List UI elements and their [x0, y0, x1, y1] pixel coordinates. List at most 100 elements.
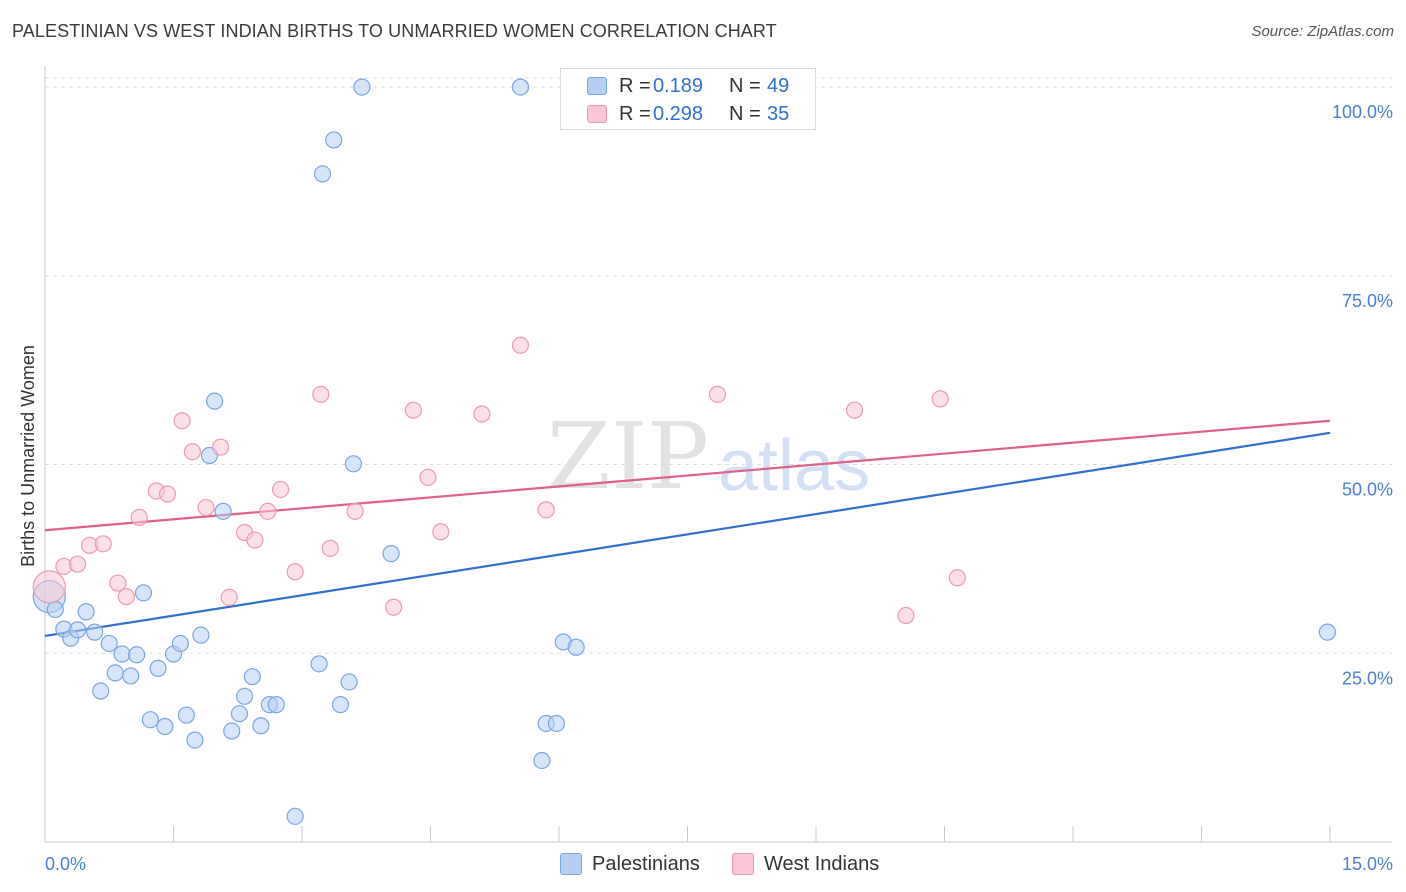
west-indian-point	[432, 523, 450, 541]
legend-swatch-pink	[732, 853, 754, 875]
west-indian-point	[385, 598, 403, 616]
palestinian-point	[243, 668, 261, 686]
n-label: N =	[729, 74, 761, 97]
palestinian-point	[156, 717, 174, 736]
west-indian-point	[897, 606, 915, 625]
gridlines	[45, 77, 1392, 654]
west-indian-point	[473, 405, 491, 423]
palestinian-point	[113, 645, 131, 663]
palestinian-point	[92, 682, 110, 700]
legend-swatch-blue	[560, 853, 582, 875]
palestinian-point	[186, 731, 204, 749]
legend-swatch-blue	[587, 77, 607, 95]
legend-label: Palestinians	[592, 852, 700, 875]
n-label: N =	[729, 102, 761, 125]
n-value: 49	[767, 74, 790, 97]
y-tick-label: 75.0%	[1342, 291, 1393, 311]
palestinian-point	[344, 455, 362, 473]
palestinian-point	[177, 706, 195, 724]
watermark: ZIP atlas	[547, 403, 870, 510]
palestinian-point	[533, 751, 551, 770]
palestinian-point	[128, 646, 146, 664]
x-tick-label: 15.0%	[1342, 854, 1393, 874]
r-value: 0.189	[653, 74, 704, 97]
series-legend: Palestinians West Indians	[0, 850, 1406, 878]
palestinian-point	[267, 696, 285, 714]
palestinian-point	[310, 655, 328, 673]
west-indian-point	[312, 385, 330, 403]
west-indian-point	[173, 412, 191, 430]
west-indian-point	[259, 502, 277, 520]
palestinian-point	[68, 621, 87, 639]
west-indian-point	[271, 480, 290, 499]
palestinian-point	[122, 667, 140, 685]
palestinian-point	[100, 634, 118, 653]
west-indian-point	[346, 502, 364, 520]
palestinian-point	[106, 664, 124, 682]
west-indian-point	[212, 438, 230, 456]
palestinian-point	[77, 603, 95, 621]
stats-legend: R = 0.189 N = 49 R = 0.298 N = 35	[560, 68, 816, 130]
palestinian-point	[313, 165, 332, 183]
legend-item-west-indians: West Indians	[732, 850, 879, 878]
r-value: 0.298	[653, 102, 704, 125]
palestinian-point	[141, 711, 159, 729]
y-axis-label: Births to Unmarried Women	[18, 345, 38, 567]
palestinian-point	[511, 78, 530, 96]
palestinian-point	[382, 545, 400, 563]
west-indian-point	[68, 555, 87, 573]
palestinian-point	[331, 696, 350, 714]
palestinian-point	[206, 392, 224, 410]
west-indian-point	[845, 401, 864, 419]
palestinian-point	[325, 131, 343, 149]
r-label: R =	[619, 74, 651, 97]
palestinian-point	[214, 502, 232, 520]
chart-title: PALESTINIAN VS WEST INDIAN BIRTHS TO UNM…	[12, 21, 777, 41]
chart-source: Source: ZipAtlas.com	[1251, 23, 1394, 40]
palestinian-point	[1318, 623, 1337, 641]
palestinian-point	[134, 584, 153, 602]
west-indian-point	[220, 588, 238, 607]
legend-label: West Indians	[764, 852, 880, 875]
y-tick-label: 100.0%	[1332, 102, 1393, 122]
legend-item-palestinians: Palestinians	[560, 850, 700, 878]
west-indian-point	[246, 531, 264, 549]
palestinian-point	[252, 717, 270, 735]
west-indian-point	[321, 539, 339, 557]
west-indian-point	[32, 570, 66, 604]
axes	[44, 66, 1392, 843]
legend-swatch-pink	[587, 105, 607, 123]
r-label: R =	[619, 102, 651, 125]
data-points	[32, 78, 1337, 825]
palestinian-point	[230, 705, 249, 723]
palestinian-point	[547, 714, 566, 733]
palestinian-point	[171, 634, 189, 653]
west-indian-point	[404, 401, 422, 419]
x-tick-label: 0.0%	[45, 854, 86, 874]
west-indian-point	[419, 468, 437, 486]
west-indian-point	[931, 390, 949, 408]
palestinian-point	[236, 687, 254, 705]
west-indian-point	[158, 485, 177, 503]
west-indian-point	[537, 501, 555, 519]
palestinian-point	[46, 600, 64, 619]
palestinian-trend-line	[44, 431, 1331, 637]
west-indian-point	[117, 588, 135, 606]
palestinian-point	[340, 673, 358, 691]
watermark-zip: ZIP	[547, 403, 709, 510]
n-value: 35	[767, 102, 790, 125]
palestinian-point	[567, 638, 585, 656]
palestinian-point	[223, 722, 241, 740]
palestinian-point	[149, 659, 167, 677]
west-indian-point	[197, 498, 215, 517]
west-indian-point	[948, 569, 966, 587]
y-tick-labels: 25.0% 50.0% 75.0% 100.0%	[1332, 102, 1393, 688]
west-indian-point	[130, 508, 148, 526]
west-indian-point	[183, 443, 201, 461]
west-indian-point	[94, 535, 112, 553]
palestinian-point	[286, 807, 304, 825]
west-indian-point	[286, 563, 304, 581]
y-tick-label: 50.0%	[1342, 480, 1393, 500]
x-tick-labels: 0.0% 15.0%	[45, 854, 1393, 874]
